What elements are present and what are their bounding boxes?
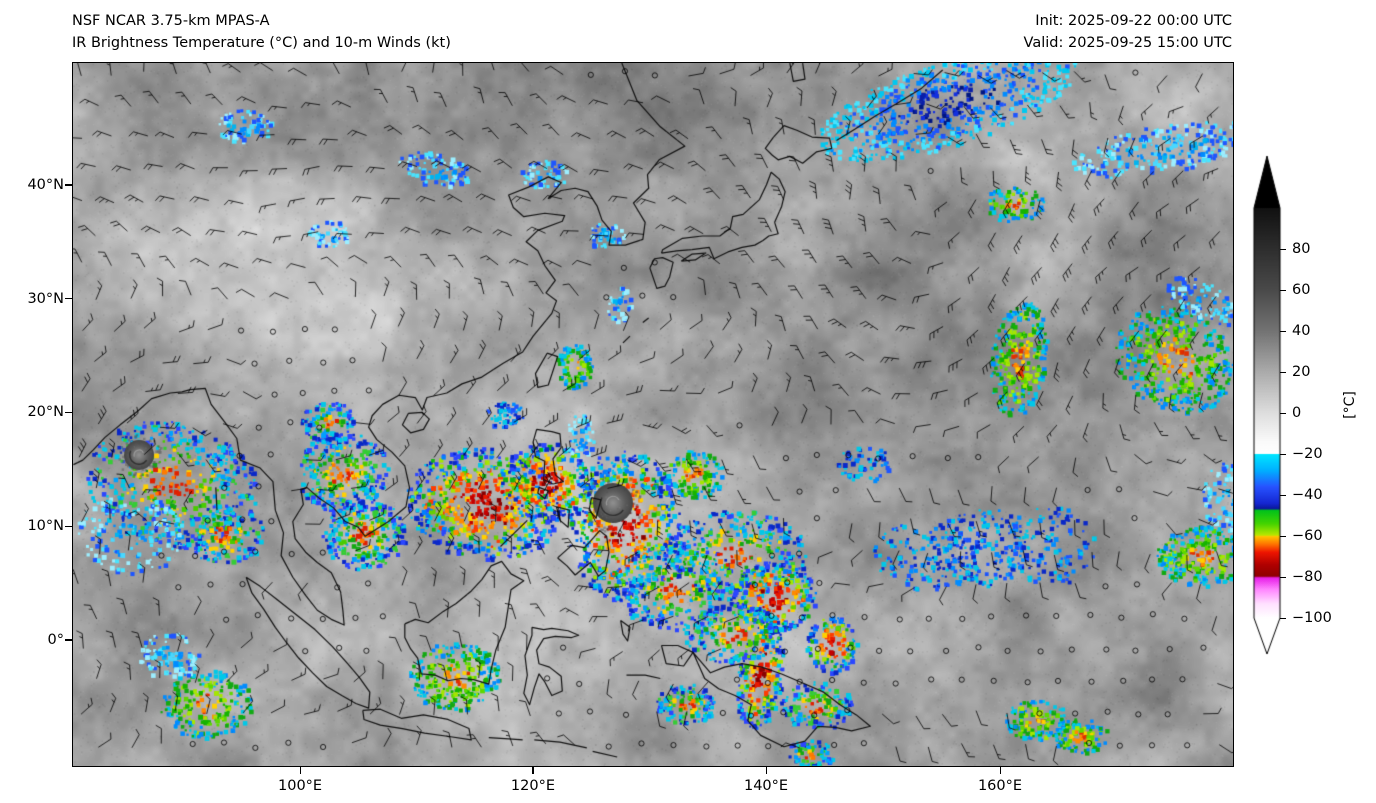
y-axis-tick-label: 20°N	[27, 404, 64, 421]
x-axis-tick-label: 140°E	[743, 778, 789, 794]
valid-time: Valid: 2025-09-25 15:00 UTC	[1023, 35, 1232, 51]
y-axis-tick-mark	[65, 411, 72, 413]
colorbar-unit-label: [°C]	[1342, 391, 1358, 419]
field-title: IR Brightness Temperature (°C) and 10-m …	[72, 35, 451, 51]
y-axis-tick-label: 30°N	[27, 290, 64, 307]
x-axis-tick-label: 100°E	[278, 778, 323, 794]
colorbar-tick-label: −80	[1292, 569, 1323, 585]
x-axis-tick-label: 160°E	[977, 778, 1023, 794]
x-axis-tick-mark	[532, 767, 534, 774]
y-axis-tick-label: 40°N	[27, 176, 64, 193]
y-axis-tick-mark	[65, 525, 72, 527]
colorbar-tick-mark	[1280, 453, 1286, 455]
colorbar-tick-mark	[1280, 330, 1286, 332]
y-axis-tick-mark	[65, 298, 72, 300]
ir-brightness-map-canvas	[73, 63, 1233, 766]
colorbar-tick-label: 20	[1292, 364, 1311, 380]
colorbar-tick-label: 60	[1292, 282, 1311, 298]
colorbar-tick-mark	[1280, 412, 1286, 414]
colorbar-tick-label: −20	[1292, 446, 1323, 462]
colorbar-tick-label: 80	[1292, 241, 1311, 257]
colorbar-tick-mark	[1280, 535, 1286, 537]
y-axis-tick-mark	[65, 639, 72, 641]
y-axis-tick-label: 0°	[47, 631, 64, 648]
colorbar-tick-mark	[1280, 289, 1286, 291]
x-axis-tick-label: 120°E	[510, 778, 556, 794]
x-axis-tick-mark	[765, 767, 767, 774]
figure-time-block: Init: 2025-09-22 00:00 UTC Valid: 2025-0…	[1024, 10, 1232, 54]
colorbar-tick-mark	[1280, 576, 1286, 578]
colorbar-tick-mark	[1280, 494, 1286, 496]
colorbar-tick-mark	[1280, 248, 1286, 250]
colorbar-tick-label: −60	[1292, 528, 1323, 544]
init-time: Init: 2025-09-22 00:00 UTC	[1035, 13, 1232, 29]
model-title: NSF NCAR 3.75-km MPAS-A	[72, 13, 270, 29]
colorbar-tick-label: −100	[1292, 610, 1332, 626]
colorbar-tick-label: 40	[1292, 323, 1311, 339]
y-axis-tick-mark	[65, 184, 72, 186]
colorbar-tick-label: −40	[1292, 487, 1323, 503]
x-axis-tick-mark	[299, 767, 301, 774]
y-axis-tick-label: 10°N	[27, 518, 64, 535]
colorbar-tick-label: 0	[1292, 405, 1302, 421]
colorbar-tick-mark	[1280, 371, 1286, 373]
colorbar	[1252, 148, 1282, 664]
figure-title-block: NSF NCAR 3.75-km MPAS-A IR Brightness Te…	[72, 10, 451, 54]
map-plot-area	[72, 62, 1234, 767]
x-axis-tick-mark	[999, 767, 1001, 774]
colorbar-tick-mark	[1280, 617, 1286, 619]
